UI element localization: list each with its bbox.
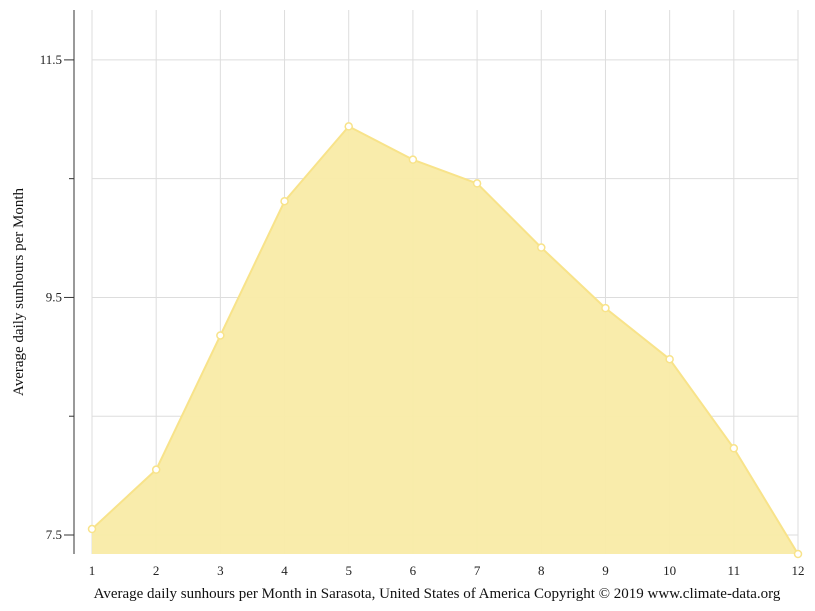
x-tick-label: 6 <box>410 563 417 578</box>
x-tick-label: 3 <box>217 563 224 578</box>
x-tick-label: 1 <box>89 563 96 578</box>
sunhours-area-fill <box>92 126 798 555</box>
data-point-month-6 <box>408 155 418 164</box>
x-tick-label: 4 <box>281 563 288 578</box>
data-point-month-9 <box>601 303 610 313</box>
x-tick-label: 10 <box>663 563 676 578</box>
data-point-month-2 <box>151 465 161 474</box>
x-axis-ticks: 1 2 3 4 5 6 7 8 9 10 11 12 <box>89 563 805 578</box>
sunhours-series-line <box>91 125 799 555</box>
data-point-month-1 <box>87 524 97 534</box>
data-point-month-11 <box>729 444 739 453</box>
y-axis-title: Average daily sunhours per Month <box>11 188 27 397</box>
x-tick-label: 5 <box>345 563 352 578</box>
x-tick-label: 9 <box>602 563 609 578</box>
data-point-month-5 <box>344 122 353 131</box>
data-point-month-8 <box>537 243 546 252</box>
data-points <box>87 122 803 559</box>
x-tick-label: 2 <box>153 563 160 578</box>
x-tick-label: 11 <box>728 563 741 578</box>
data-point-month-3 <box>216 331 225 340</box>
x-tick-label: 8 <box>538 563 545 578</box>
y-tick-label: 11.5 <box>40 52 62 67</box>
y-axis-ticks: 7.5 9.5 11.5 <box>40 52 74 542</box>
y-tick-label: 9.5 <box>46 289 62 304</box>
data-point-month-10 <box>665 354 674 364</box>
data-point-month-12 <box>793 549 803 559</box>
y-tick-label: 7.5 <box>46 527 62 542</box>
x-tick-label: 12 <box>792 563 805 578</box>
data-point-month-7 <box>472 179 482 188</box>
data-point-month-4 <box>280 196 289 206</box>
x-axis-title: Average daily sunhours per Month in Sara… <box>94 586 781 602</box>
x-tick-label: 7 <box>474 563 481 578</box>
